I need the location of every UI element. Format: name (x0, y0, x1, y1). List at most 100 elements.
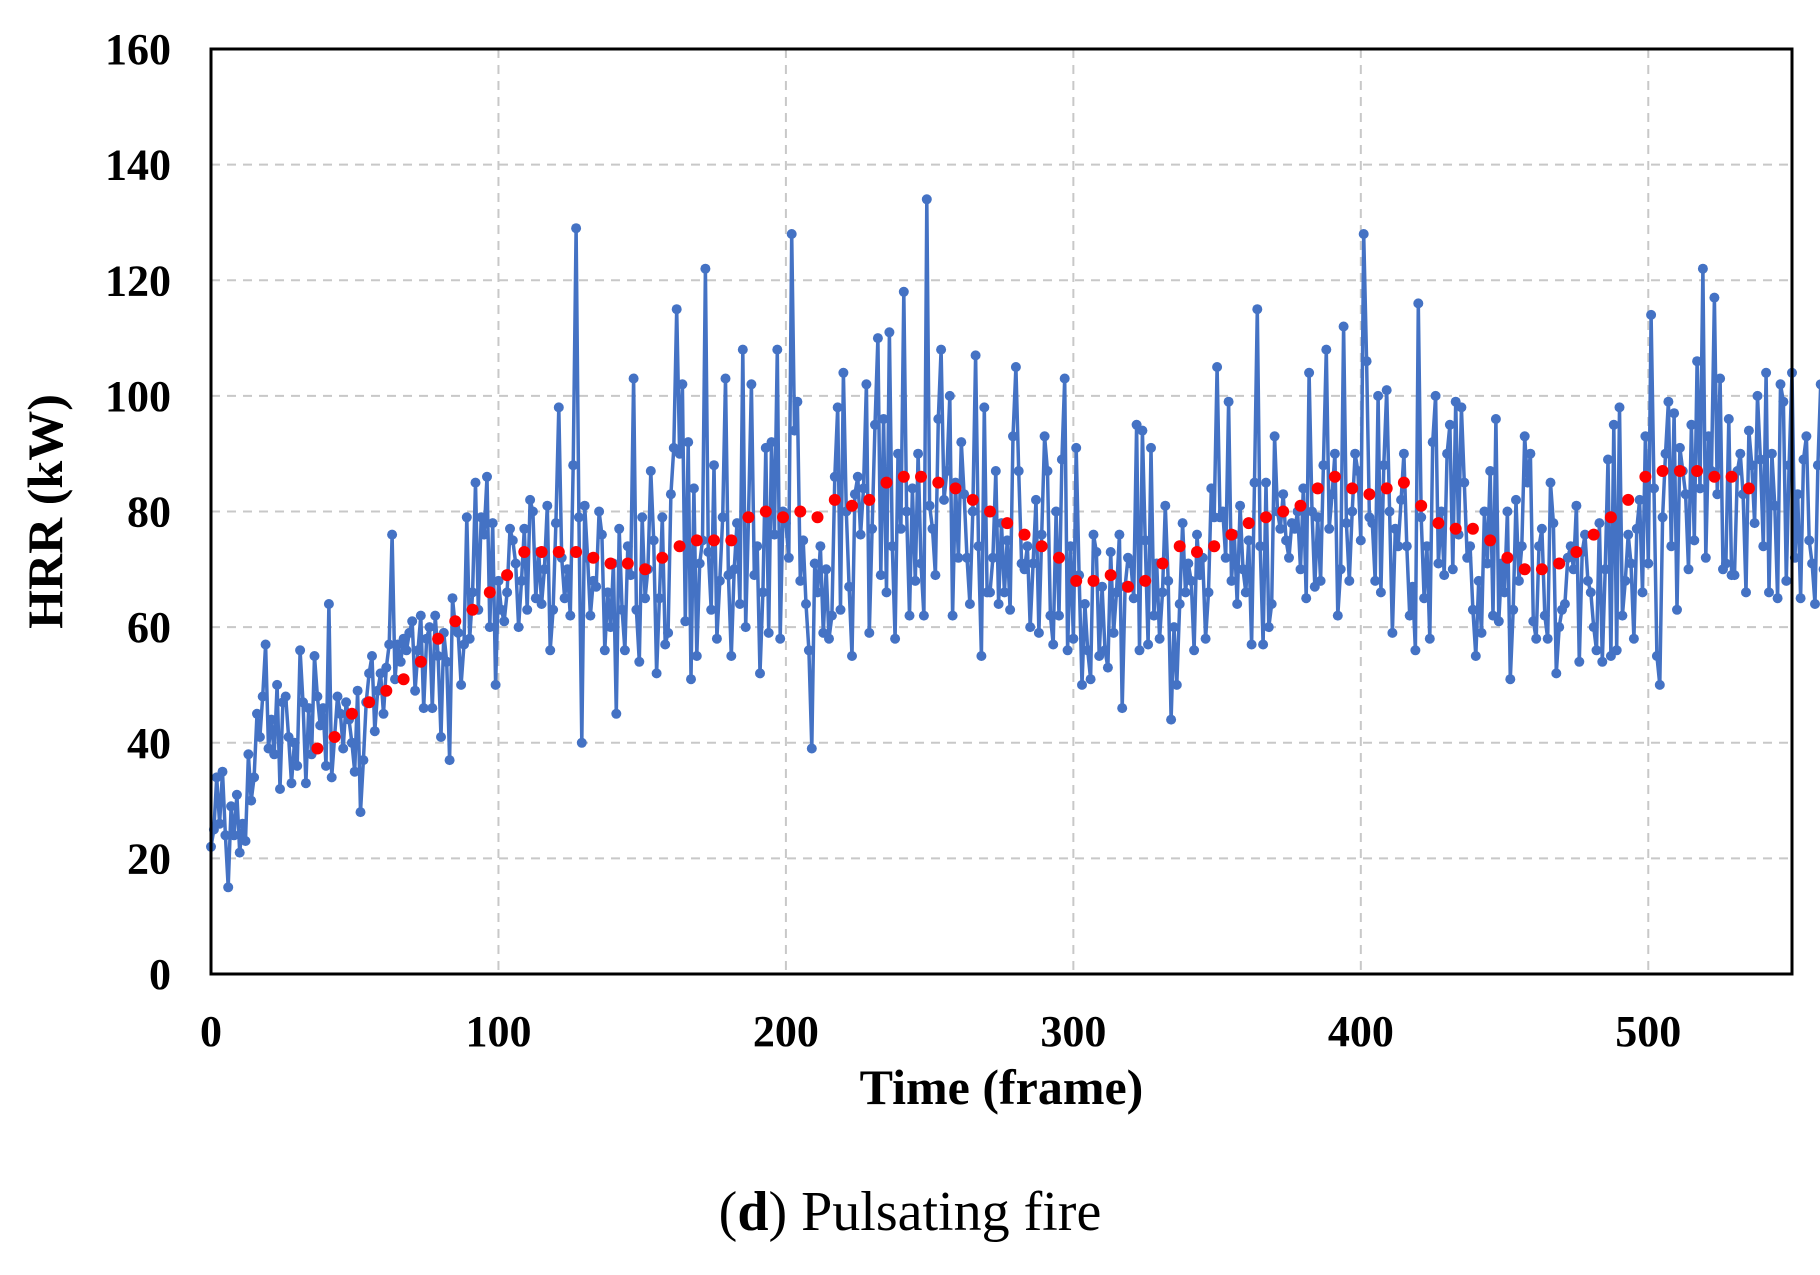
average-series-markers (311, 465, 1755, 755)
raw-point (1065, 541, 1076, 552)
average-point (449, 615, 462, 628)
raw-point (1220, 552, 1231, 563)
raw-point (766, 437, 777, 448)
raw-point (418, 703, 429, 714)
raw-point (809, 558, 820, 569)
raw-point (944, 390, 955, 401)
raw-point (1315, 575, 1326, 586)
raw-point (1603, 454, 1613, 465)
raw-point (1516, 541, 1527, 552)
raw-point (332, 691, 343, 702)
raw-point (737, 344, 748, 355)
raw-point (1091, 547, 1102, 557)
raw-point (464, 633, 475, 644)
raw-point (1025, 622, 1036, 633)
raw-point (321, 760, 331, 771)
average-point (1191, 546, 1203, 558)
raw-point (220, 830, 231, 841)
raw-point (585, 610, 596, 621)
y-tick-label: 120 (105, 256, 171, 305)
raw-point (976, 651, 987, 661)
average-point (1139, 574, 1152, 587)
raw-point (1352, 466, 1363, 476)
raw-point (1071, 442, 1082, 453)
raw-point (413, 645, 423, 656)
raw-point (881, 587, 892, 598)
average-point (621, 557, 634, 570)
average-point (1449, 522, 1462, 535)
raw-point (1042, 466, 1053, 476)
y-axis-ticks: 0 20 40 60 80 100 120 140 160 (105, 25, 171, 999)
raw-point (654, 593, 665, 604)
raw-point (1051, 506, 1062, 517)
raw-point (539, 564, 550, 575)
raw-point (1312, 512, 1323, 523)
raw-point (519, 523, 530, 534)
raw-point (1028, 558, 1039, 569)
raw-point (1804, 535, 1815, 546)
raw-point (568, 460, 579, 471)
raw-point (740, 622, 751, 633)
raw-point (1148, 610, 1159, 621)
raw-point (513, 622, 524, 633)
raw-point (1226, 575, 1237, 586)
raw-point (792, 396, 803, 407)
raw-point (243, 749, 254, 760)
raw-point (1626, 558, 1636, 569)
raw-point (1350, 448, 1361, 459)
raw-point (1085, 674, 1096, 685)
average-point (1587, 528, 1600, 541)
raw-point (1709, 292, 1720, 303)
raw-point (1062, 645, 1073, 656)
raw-point (1177, 518, 1188, 529)
raw-point (1054, 610, 1064, 621)
raw-point (456, 679, 467, 690)
raw-point (364, 668, 375, 679)
raw-point (1528, 616, 1539, 627)
raw-point (1686, 419, 1697, 430)
raw-point (1396, 494, 1407, 505)
raw-point (815, 541, 826, 552)
raw-point (1554, 622, 1565, 633)
raw-point (783, 552, 794, 563)
raw-point (312, 691, 323, 702)
raw-point (579, 500, 590, 511)
average-point (466, 603, 479, 616)
raw-point (309, 651, 320, 661)
average-point (984, 505, 996, 518)
average-point (1432, 517, 1445, 530)
raw-point (999, 587, 1010, 598)
raw-point (1097, 581, 1108, 592)
raw-point (303, 703, 314, 714)
raw-point (1766, 448, 1777, 459)
raw-point (229, 830, 239, 841)
average-point (1466, 522, 1479, 535)
raw-point (1398, 448, 1409, 459)
raw-point (1194, 570, 1205, 581)
raw-point (1672, 604, 1682, 615)
raw-point (1111, 587, 1122, 598)
average-point (1622, 493, 1635, 506)
average-point (535, 546, 548, 558)
raw-point (1695, 483, 1705, 494)
average-point (1397, 476, 1410, 489)
x-tick-label: 0 (200, 1007, 222, 1056)
raw-point (1344, 575, 1355, 586)
average-point (363, 696, 376, 709)
average-point (1001, 517, 1014, 530)
raw-point (651, 668, 662, 679)
raw-point (390, 674, 400, 685)
raw-point (970, 350, 981, 361)
raw-point (1413, 298, 1424, 309)
raw-point (548, 604, 559, 615)
average-point (759, 505, 772, 518)
raw-point (1117, 703, 1128, 714)
raw-point (826, 610, 837, 621)
raw-point (617, 604, 628, 615)
raw-point (671, 304, 682, 315)
average-point (604, 557, 617, 570)
raw-point (660, 639, 671, 650)
average-point (742, 511, 755, 524)
raw-point (1743, 425, 1754, 436)
x-tick-label: 100 (465, 1007, 531, 1056)
